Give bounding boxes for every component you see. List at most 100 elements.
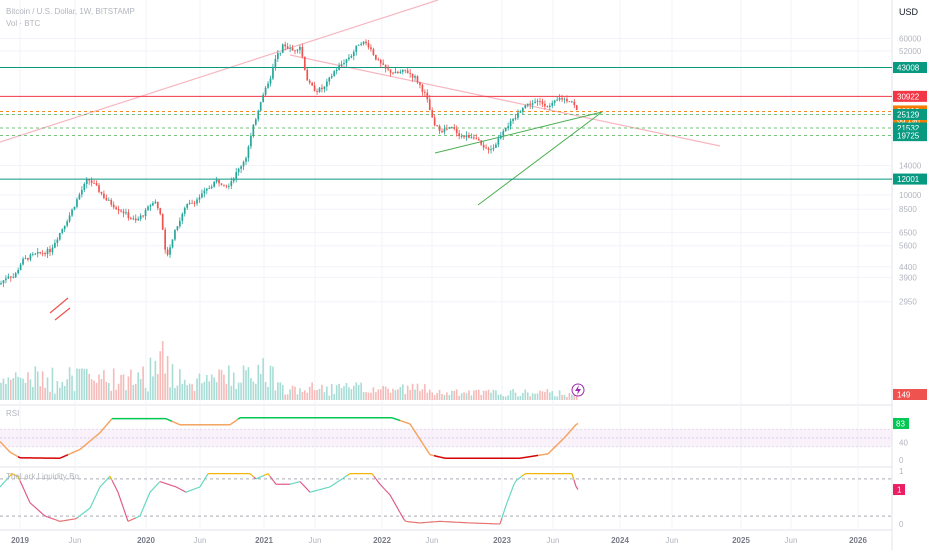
liquidity-tick-label: 0 [899,520,904,529]
volume-bar [343,386,345,400]
candle-body [421,84,424,92]
candle-body [142,215,144,217]
volume-bar [7,377,10,400]
volume-bar [441,394,443,400]
candle-body [242,161,245,167]
liquidity-line-segment [347,473,351,476]
volume-bar [497,394,500,400]
liquidity-line-segment [191,488,195,491]
x-tick-label: Jun [666,536,679,545]
candle-body [372,49,375,55]
liquidity-line-segment [89,503,93,509]
rsi-line-segment [423,445,427,449]
liquidity-line-segment [399,512,403,517]
liquidity-line-segment [39,511,43,514]
volume-bar [487,389,490,400]
rsi-line-segment [395,418,399,421]
candle-body [377,59,380,61]
liquidity-line-segment [83,510,87,514]
volume-bar [223,374,225,400]
candle-body [152,203,154,206]
volume-bar [473,390,475,400]
candle-body [205,188,208,191]
volume-bar [318,388,321,400]
candle-body [210,186,213,189]
symbol-title: Bitcoin / U.S. Dollar, 1W, BITSTAMP [6,7,135,16]
candle-body [267,83,269,88]
candle-body [553,100,556,103]
volume-bar [573,394,576,400]
volume-bar [17,376,19,400]
candle-body [561,97,563,100]
volume-bar [313,390,316,400]
rsi-line-segment [553,445,557,449]
volume-bar [308,386,311,400]
volume-bar [379,389,382,400]
descending-trendline [289,54,721,147]
rsi-tick-label: 40 [899,438,908,447]
candle-body [230,181,233,186]
volume-bar [399,386,402,400]
candle-body [306,69,309,81]
liquidity-line-segment [33,505,37,509]
candle-body [225,185,228,187]
volume-bar [424,384,426,400]
candle-body [379,59,382,64]
volume-bar [353,385,355,400]
liquidity-line-segment [15,474,19,477]
volume-bar [220,369,223,400]
y-tick-label: 2950 [899,298,917,307]
volume-bar [460,393,463,400]
volume-bar [556,396,558,400]
volume-bar [27,372,29,400]
liquidity-line-segment [3,479,7,483]
currency-label[interactable]: USD [898,7,918,17]
candle-body [568,101,571,103]
liquidity-line-segment [515,478,519,482]
candle-body [277,53,279,59]
volume-bar [477,389,480,400]
volume-bar [98,374,100,400]
volume-value: 149 [897,391,911,400]
candle-body [186,203,189,208]
candle-body [132,218,135,220]
candle-body [468,135,470,138]
volume-bar [431,392,433,400]
price-level-badge [893,173,927,185]
candle-body [88,179,91,181]
candle-body [191,202,193,204]
liquidity-line-segment [389,494,393,499]
volume-bar [304,390,306,400]
rsi-line-segment [87,440,91,444]
liquidity-line-segment [115,487,119,493]
rsi-line-segment [15,454,19,458]
rsi-line-segment [75,449,79,452]
volume-bar [495,390,497,400]
candle-body [428,99,431,111]
candle-body [120,210,122,212]
liquidity-line-segment [259,475,263,478]
volume-bar [500,394,502,400]
volume-bar [14,372,17,400]
volume-bar [419,391,421,400]
volume-bar [120,374,122,400]
x-tick-label: 2021 [255,536,273,545]
volume-bar [19,377,22,400]
liquidity-line-segment [203,476,207,481]
volume-bar [108,383,110,400]
volume-bar [326,386,328,400]
rsi-line-segment [173,421,177,424]
price-level-badge [893,122,927,134]
volume-bar [394,390,397,400]
rsi-line-segment [177,423,181,426]
candle-body [193,202,196,204]
liquidity-line-segment [117,492,121,499]
volume-bar [46,377,49,400]
volume-bar [470,395,473,400]
candle-body [399,71,402,74]
volume-bar [526,392,529,400]
volume-bar [414,389,416,400]
rsi-line-segment [405,421,409,424]
liquidity-line-segment [119,497,123,505]
candle-body [228,185,230,187]
